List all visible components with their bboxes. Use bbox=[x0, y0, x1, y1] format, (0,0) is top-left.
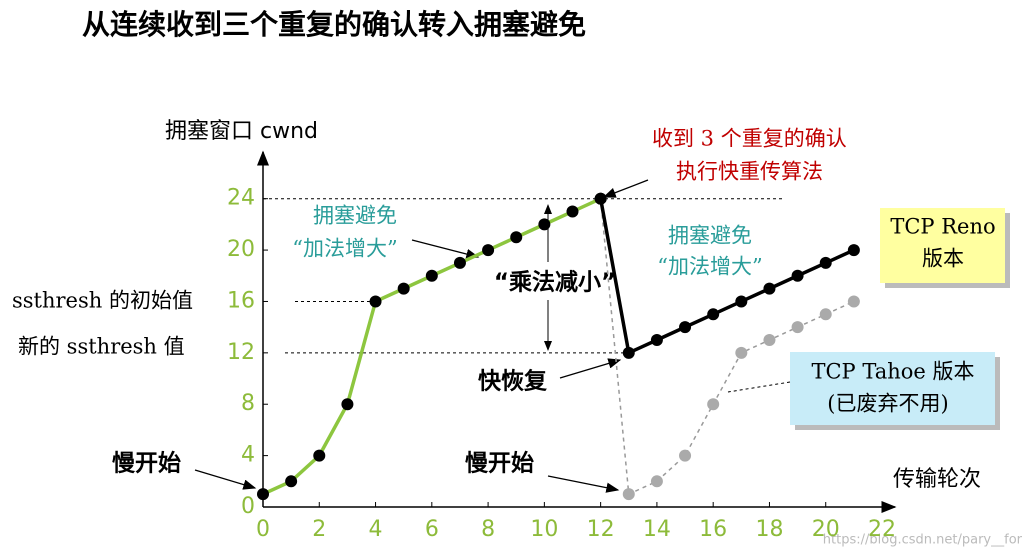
annotation: 慢开始 bbox=[112, 450, 181, 477]
point bbox=[763, 282, 776, 295]
annotation: 收到 3 个重复的确认 bbox=[652, 127, 847, 151]
watermark: https://blog.csdn.net/pary__for bbox=[823, 533, 1023, 548]
arrow bbox=[194, 469, 257, 490]
annotation: 版本 bbox=[922, 247, 964, 271]
point bbox=[425, 269, 438, 282]
annotation: 慢开始 bbox=[465, 450, 534, 477]
annotation: TCP Tahoe 版本 bbox=[811, 360, 974, 384]
y-tick-label: 20 bbox=[227, 237, 255, 262]
annotation: “加法增大” bbox=[657, 255, 762, 279]
x-tick-label: 12 bbox=[587, 517, 615, 542]
point bbox=[679, 321, 692, 334]
point bbox=[369, 295, 382, 308]
x-tick-label: 20 bbox=[812, 517, 840, 542]
arrow bbox=[547, 475, 620, 493]
series-line bbox=[599, 198, 855, 496]
point bbox=[622, 346, 635, 359]
point bbox=[622, 488, 635, 501]
annotation: TCP Reno bbox=[890, 215, 995, 239]
x-tick-label: 22 bbox=[868, 517, 896, 542]
x-tick-label: 16 bbox=[699, 517, 727, 542]
chart-title: 从连续收到三个重复的确认转入拥塞避免 bbox=[82, 8, 586, 41]
pointer bbox=[727, 381, 791, 393]
point bbox=[679, 449, 692, 462]
point bbox=[650, 334, 663, 346]
point bbox=[482, 244, 495, 257]
point bbox=[538, 218, 551, 231]
point bbox=[397, 282, 410, 295]
x-tick-label: 0 bbox=[256, 517, 270, 542]
annotation: 拥塞避免 bbox=[668, 224, 752, 248]
x-tick-label: 4 bbox=[369, 517, 383, 542]
point bbox=[650, 475, 663, 488]
x-tick-label: 2 bbox=[312, 517, 326, 542]
x-tick-label: 6 bbox=[425, 517, 439, 542]
point bbox=[341, 398, 354, 411]
series-line bbox=[598, 198, 855, 356]
annotation: ssthresh 的初始值 bbox=[12, 289, 193, 313]
annotation: (已废弃不用) bbox=[827, 392, 948, 416]
annotation: 执行快重传算法 bbox=[676, 160, 823, 184]
point bbox=[566, 205, 579, 218]
point bbox=[453, 256, 466, 269]
reno-box bbox=[880, 208, 1005, 283]
x-tick-label: 18 bbox=[755, 517, 783, 542]
point bbox=[735, 346, 748, 359]
arrow bbox=[411, 239, 480, 260]
y-tick-label: 8 bbox=[241, 391, 255, 416]
annotation: “加法增大” bbox=[292, 237, 397, 261]
annotation: 拥塞避免 bbox=[313, 204, 397, 228]
point bbox=[285, 475, 298, 488]
point bbox=[313, 449, 326, 462]
x-tick-label: 8 bbox=[481, 517, 495, 542]
y-tick-label: 12 bbox=[227, 340, 255, 365]
y-tick-label: 4 bbox=[241, 443, 255, 468]
x-axis-label: 传输轮次 bbox=[893, 467, 981, 492]
point bbox=[735, 295, 748, 308]
point bbox=[594, 192, 607, 205]
annotation: 快恢复 bbox=[478, 368, 548, 395]
point bbox=[707, 308, 720, 321]
point bbox=[763, 334, 776, 346]
y-tick-label: 24 bbox=[227, 186, 255, 211]
x-tick-label: 10 bbox=[530, 517, 558, 542]
point bbox=[707, 398, 720, 411]
point bbox=[510, 231, 523, 244]
tahoe-box bbox=[790, 352, 995, 425]
point bbox=[847, 244, 860, 257]
point bbox=[791, 269, 804, 282]
arrow bbox=[559, 358, 622, 379]
arrow bbox=[602, 179, 649, 198]
point bbox=[847, 295, 860, 308]
annotation: “乘法减小” bbox=[494, 270, 616, 296]
point bbox=[791, 321, 804, 334]
y-axis-label: 拥塞窗口 cwnd bbox=[165, 119, 318, 144]
y-tick-label: 16 bbox=[227, 288, 255, 313]
point bbox=[257, 488, 269, 501]
x-tick-label: 14 bbox=[643, 517, 671, 542]
point bbox=[819, 308, 832, 321]
point bbox=[819, 256, 832, 269]
annotation: 新的 ssthresh 值 bbox=[18, 335, 185, 359]
y-tick-label: 0 bbox=[241, 494, 255, 519]
